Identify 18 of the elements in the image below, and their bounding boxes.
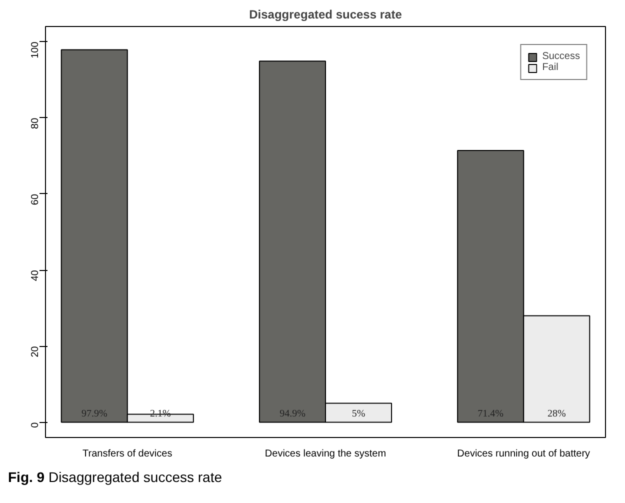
x-tick-label: Devices running out of battery	[457, 448, 590, 460]
legend-label: Fail	[542, 62, 560, 73]
x-tick-label: Devices leaving the system	[264, 448, 386, 460]
y-tick-label: 80	[30, 117, 41, 129]
y-tick-label: 0	[30, 422, 41, 428]
y-tick-label: 100	[30, 41, 41, 58]
x-tick-label: Transfers of devices	[82, 448, 172, 460]
data-label: 94.9%	[280, 408, 306, 420]
data-label: 5%	[352, 408, 366, 420]
chart-title: Disaggregated sucess rate	[249, 8, 402, 22]
y-tick-label: 60	[30, 194, 41, 206]
data-label: 28%	[547, 408, 566, 420]
data-label: 97.9%	[81, 408, 108, 420]
data-label: 71.4%	[478, 408, 504, 420]
caption: Fig. 9 Disaggregated success rate	[8, 468, 222, 487]
legend-label: Success	[542, 51, 580, 62]
y-tick-label: 40	[30, 270, 41, 282]
y-tick-label: 20	[30, 346, 41, 358]
